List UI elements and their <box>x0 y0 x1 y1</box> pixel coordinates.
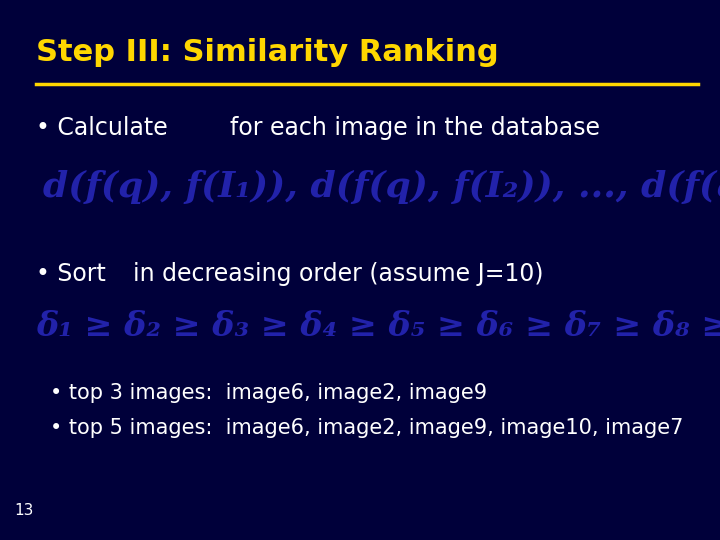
Text: • Calculate: • Calculate <box>36 116 168 140</box>
Text: • Sort: • Sort <box>36 262 106 286</box>
Text: 13: 13 <box>14 503 34 518</box>
Text: • top 3 images:  image6, image2, image9: • top 3 images: image6, image2, image9 <box>50 383 487 403</box>
Text: d(f(q), f(I₁)), d(f(q), f(I₂)), ..., d(f(q), f(I_N)): d(f(q), f(I₁)), d(f(q), f(I₂)), ..., d(f… <box>43 170 720 205</box>
Text: • top 5 images:  image6, image2, image9, image10, image7: • top 5 images: image6, image2, image9, … <box>50 418 684 438</box>
Text: Step III: Similarity Ranking: Step III: Similarity Ranking <box>36 38 499 67</box>
Text: in decreasing order (assume J=10): in decreasing order (assume J=10) <box>133 262 544 286</box>
Text: for each image in the database: for each image in the database <box>230 116 600 140</box>
Text: δ₁ ≥ δ₂ ≥ δ₃ ≥ δ₄ ≥ δ₅ ≥ δ₆ ≥ δ₇ ≥ δ₈ ≥ δ₉ ≥ δ₁₀: δ₁ ≥ δ₂ ≥ δ₃ ≥ δ₄ ≥ δ₅ ≥ δ₆ ≥ δ₇ ≥ δ₈ ≥ … <box>36 310 720 343</box>
